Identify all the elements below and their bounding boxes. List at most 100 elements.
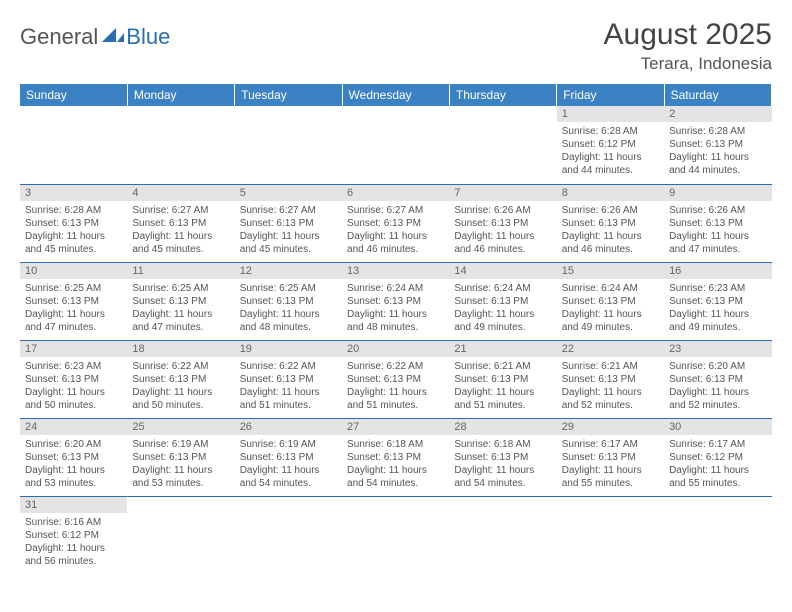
sunrise-text: Sunrise: 6:22 AM [240,360,337,373]
sunset-text: Sunset: 6:13 PM [669,295,766,308]
day-number: 19 [235,341,342,357]
day-number: 11 [127,263,234,279]
calendar-day-cell [557,496,664,574]
sunset-text: Sunset: 6:13 PM [454,373,551,386]
day-number: 15 [557,263,664,279]
weekday-header: Wednesday [342,84,449,106]
daylight-text: Daylight: 11 hours and 52 minutes. [562,386,659,412]
daylight-text: Daylight: 11 hours and 49 minutes. [562,308,659,334]
calendar-day-cell: 17 Sunrise: 6:23 AMSunset: 6:13 PMDayligh… [20,340,127,418]
sunset-text: Sunset: 6:13 PM [25,217,122,230]
calendar-week-row: 24Sunrise: 6:20 AMSunset: 6:13 PMDayligh… [20,418,772,496]
sunrise-text: Sunrise: 6:26 AM [562,204,659,217]
sunset-text: Sunset: 6:13 PM [240,373,337,386]
calendar-day-cell: 3 Sunrise: 6:28 AMSunset: 6:13 PMDaylight… [20,184,127,262]
sunrise-text: Sunrise: 6:22 AM [347,360,444,373]
day-number: 29 [557,419,664,435]
day-details: Sunrise: 6:25 AMSunset: 6:13 PMDaylight:… [20,281,127,337]
sunrise-text: Sunrise: 6:24 AM [347,282,444,295]
day-details: Sunrise: 6:22 AMSunset: 6:13 PMDaylight:… [342,359,449,415]
daylight-text: Daylight: 11 hours and 48 minutes. [347,308,444,334]
header: General Blue August 2025 Terara, Indones… [20,18,772,74]
sunset-text: Sunset: 6:13 PM [132,295,229,308]
calendar-day-cell: 10Sunrise: 6:25 AMSunset: 6:13 PMDayligh… [20,262,127,340]
sunset-text: Sunset: 6:13 PM [240,451,337,464]
daylight-text: Daylight: 11 hours and 54 minutes. [240,464,337,490]
day-number: 23 [664,341,771,357]
daylight-text: Daylight: 11 hours and 46 minutes. [454,230,551,256]
day-number: 3 [20,185,127,201]
sunrise-text: Sunrise: 6:18 AM [347,438,444,451]
sunset-text: Sunset: 6:13 PM [562,217,659,230]
daylight-text: Daylight: 11 hours and 45 minutes. [132,230,229,256]
sunrise-text: Sunrise: 6:27 AM [132,204,229,217]
calendar-day-cell: 18Sunrise: 6:22 AMSunset: 6:13 PMDayligh… [127,340,234,418]
daylight-text: Daylight: 11 hours and 50 minutes. [132,386,229,412]
sunrise-text: Sunrise: 6:26 AM [454,204,551,217]
day-details: Sunrise: 6:17 AMSunset: 6:12 PMDaylight:… [664,437,771,493]
calendar-day-cell [449,106,556,184]
location-label: Terara, Indonesia [604,54,772,74]
daylight-text: Daylight: 11 hours and 54 minutes. [454,464,551,490]
day-details: Sunrise: 6:26 AMSunset: 6:13 PMDaylight:… [664,203,771,259]
day-number: 6 [342,185,449,201]
calendar-day-cell: 13Sunrise: 6:24 AMSunset: 6:13 PMDayligh… [342,262,449,340]
calendar-day-cell: 5Sunrise: 6:27 AMSunset: 6:13 PMDaylight… [235,184,342,262]
daylight-text: Daylight: 11 hours and 51 minutes. [347,386,444,412]
calendar-day-cell [127,496,234,574]
calendar-day-cell: 27Sunrise: 6:18 AMSunset: 6:13 PMDayligh… [342,418,449,496]
sunrise-text: Sunrise: 6:23 AM [669,282,766,295]
day-number: 30 [664,419,771,435]
sunset-text: Sunset: 6:13 PM [347,373,444,386]
calendar-day-cell: 14Sunrise: 6:24 AMSunset: 6:13 PMDayligh… [449,262,556,340]
sunset-text: Sunset: 6:13 PM [454,295,551,308]
sunset-text: Sunset: 6:13 PM [25,373,122,386]
sunset-text: Sunset: 6:13 PM [562,451,659,464]
sunset-text: Sunset: 6:13 PM [132,217,229,230]
sunrise-text: Sunrise: 6:17 AM [562,438,659,451]
calendar-day-cell: 30 Sunrise: 6:17 AMSunset: 6:12 PMDayligh… [664,418,771,496]
day-number: 7 [449,185,556,201]
day-number: 4 [127,185,234,201]
calendar-day-cell: 8Sunrise: 6:26 AMSunset: 6:13 PMDaylight… [557,184,664,262]
sunset-text: Sunset: 6:13 PM [25,451,122,464]
calendar-day-cell [20,106,127,184]
day-number: 22 [557,341,664,357]
day-details: Sunrise: 6:22 AMSunset: 6:13 PMDaylight:… [127,359,234,415]
sunset-text: Sunset: 6:13 PM [240,217,337,230]
sunrise-text: Sunrise: 6:19 AM [132,438,229,451]
sunset-text: Sunset: 6:13 PM [240,295,337,308]
calendar-day-cell: 15Sunrise: 6:24 AMSunset: 6:13 PMDayligh… [557,262,664,340]
sunrise-text: Sunrise: 6:24 AM [562,282,659,295]
sunrise-text: Sunrise: 6:25 AM [25,282,122,295]
day-details: Sunrise: 6:28 AMSunset: 6:13 PMDaylight:… [20,203,127,259]
day-number: 28 [449,419,556,435]
weekday-header-row: Sunday Monday Tuesday Wednesday Thursday… [20,84,772,106]
logo-text-blue: Blue [126,24,170,50]
weekday-header: Thursday [449,84,556,106]
day-number: 27 [342,419,449,435]
sunset-text: Sunset: 6:13 PM [347,451,444,464]
sunrise-text: Sunrise: 6:28 AM [669,125,766,138]
sunrise-text: Sunrise: 6:17 AM [669,438,766,451]
day-number: 17 [20,341,127,357]
sunset-text: Sunset: 6:13 PM [454,217,551,230]
day-details: Sunrise: 6:23 AMSunset: 6:13 PMDaylight:… [20,359,127,415]
sunset-text: Sunset: 6:13 PM [347,217,444,230]
daylight-text: Daylight: 11 hours and 48 minutes. [240,308,337,334]
sunrise-text: Sunrise: 6:23 AM [25,360,122,373]
daylight-text: Daylight: 11 hours and 52 minutes. [669,386,766,412]
calendar-table: Sunday Monday Tuesday Wednesday Thursday… [20,84,772,574]
sunrise-text: Sunrise: 6:16 AM [25,516,122,529]
sunrise-text: Sunrise: 6:26 AM [669,204,766,217]
calendar-day-cell: 7 Sunrise: 6:26 AMSunset: 6:13 PMDaylight… [449,184,556,262]
calendar-day-cell: 22Sunrise: 6:21 AMSunset: 6:13 PMDayligh… [557,340,664,418]
daylight-text: Daylight: 11 hours and 44 minutes. [669,151,766,177]
calendar-day-cell: 9Sunrise: 6:26 AMSunset: 6:13 PMDaylight… [664,184,771,262]
daylight-text: Daylight: 11 hours and 55 minutes. [562,464,659,490]
day-details: Sunrise: 6:28 AMSunset: 6:12 PMDaylight:… [557,124,664,180]
sunrise-text: Sunrise: 6:25 AM [240,282,337,295]
sunrise-text: Sunrise: 6:22 AM [132,360,229,373]
day-number: 26 [235,419,342,435]
day-number: 5 [235,185,342,201]
